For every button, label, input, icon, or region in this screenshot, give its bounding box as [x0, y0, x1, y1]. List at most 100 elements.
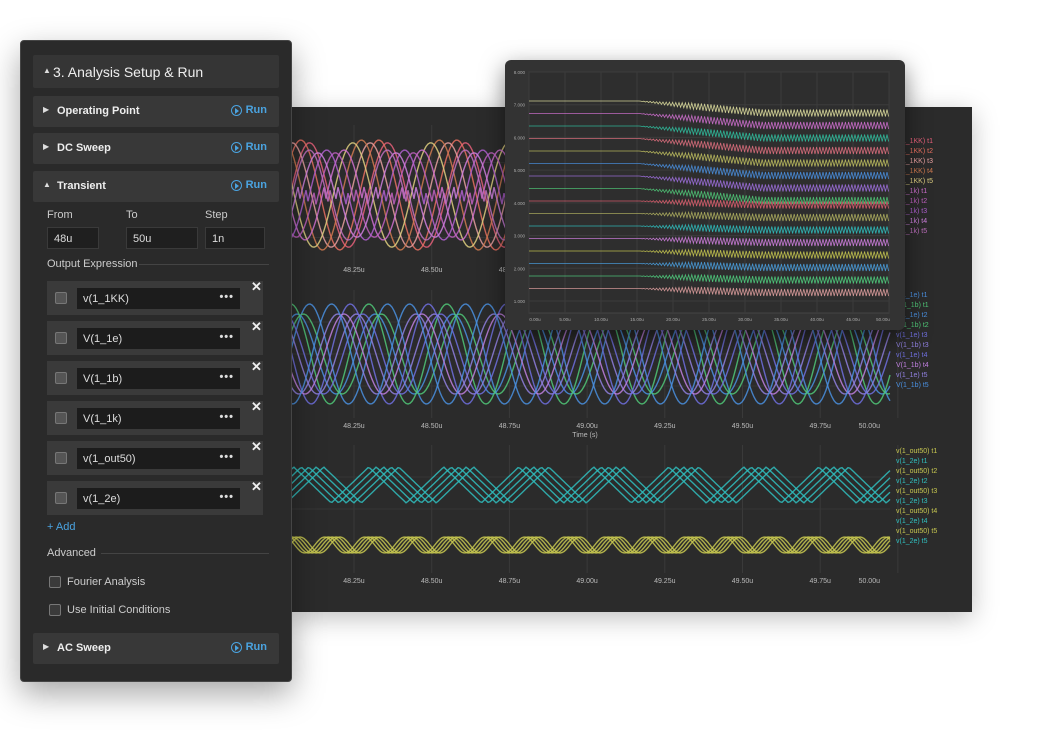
x-tick-label: 48.25u — [343, 578, 365, 585]
y-tick-label: 3.000 — [514, 234, 526, 239]
legend-entry: v(1_1k) t3 — [896, 208, 927, 215]
x-tick-label: 49.25u — [654, 578, 676, 585]
caret: ▶ — [43, 142, 50, 151]
waveform — [529, 125, 889, 142]
inset-plot: 8.000 7.000 6.000 5.000 4.000 3.000 2.000 1.000… — [505, 60, 905, 330]
expression-input[interactable]: v(1_2e) ••• — [76, 487, 241, 510]
remove-button[interactable]: ✕ — [251, 359, 262, 374]
divider — [139, 264, 269, 265]
field-input[interactable]: 1n — [205, 227, 265, 249]
checkbox[interactable] — [55, 372, 67, 384]
section-bar[interactable]: ▶ AC Sweep Run — [33, 633, 279, 664]
menu-dots[interactable]: ••• — [219, 371, 234, 383]
menu-dots[interactable]: ••• — [219, 411, 234, 423]
field-input[interactable]: 50u — [126, 227, 198, 249]
field-label: Step — [205, 209, 228, 221]
analysis-panel: ▲ 3. Analysis Setup & Run ▶ Operating Poi… — [20, 40, 292, 682]
waveform — [289, 466, 891, 504]
remove-button[interactable]: ✕ — [251, 319, 262, 334]
checkbox[interactable] — [55, 332, 67, 344]
legend-entry: V(1_1b) t3 — [896, 342, 929, 349]
field-label: From — [47, 209, 73, 221]
option-label: Use Initial Conditions — [67, 604, 171, 616]
section-bar[interactable]: ▶ DC Sweep Run — [33, 133, 279, 164]
expression-row: v(1_2e) ••• — [47, 481, 263, 515]
x-axis-label: Time (s) — [572, 432, 597, 439]
waveform — [529, 100, 889, 117]
menu-dots[interactable]: ••• — [219, 291, 234, 303]
waveform — [289, 536, 891, 554]
checkbox[interactable] — [55, 452, 67, 464]
add-link[interactable]: + Add — [47, 521, 76, 533]
waveform — [289, 466, 891, 504]
expression-row: v(1_out50) ••• — [47, 441, 263, 475]
x-tick-label: 5.00u — [559, 317, 571, 322]
divider — [101, 553, 269, 554]
run-button[interactable]: Run — [230, 179, 267, 191]
run-button[interactable]: Run — [230, 104, 267, 116]
waveform — [289, 313, 891, 395]
checkbox[interactable] — [49, 604, 61, 616]
legend-entry: v(1_2e) t3 — [896, 498, 928, 505]
remove-button[interactable]: ✕ — [251, 399, 262, 414]
expression-input[interactable]: V(1_1e) ••• — [76, 327, 241, 350]
x-tick-label: 0.00u — [529, 317, 541, 322]
expression-input[interactable]: v(1_1KK) ••• — [76, 287, 241, 310]
run-icon — [230, 180, 242, 191]
waveform — [529, 138, 889, 155]
remove-button[interactable]: ✕ — [251, 439, 262, 454]
waveform — [289, 536, 891, 554]
waveform — [529, 175, 889, 192]
waveform — [289, 313, 891, 395]
checkbox[interactable] — [55, 492, 67, 504]
waveform — [529, 210, 889, 222]
legend-entry: v(1_1e) t4 — [896, 352, 928, 359]
x-tick-label: 25.00u — [702, 317, 716, 322]
field-input[interactable]: 48u — [47, 227, 99, 249]
legend-entry: v(1_out50) t1 — [896, 448, 937, 455]
expression-input[interactable]: v(1_out50) ••• — [76, 447, 241, 470]
checkbox[interactable] — [49, 576, 61, 588]
checkbox[interactable] — [55, 412, 67, 424]
waveform — [529, 163, 889, 180]
waveform — [529, 248, 889, 259]
section-bar[interactable]: ▲ Transient Run — [33, 171, 279, 202]
run-button[interactable]: Run — [230, 141, 267, 153]
checkbox[interactable] — [55, 292, 67, 304]
menu-dots[interactable]: ••• — [219, 451, 234, 463]
panel-title: 3. Analysis Setup & Run — [53, 64, 204, 80]
remove-button[interactable]: ✕ — [251, 479, 262, 494]
menu-dots[interactable]: ••• — [219, 331, 234, 343]
legend-entry: v(1_out50) t3 — [896, 488, 937, 495]
expression-row: V(1_1b) ••• — [47, 361, 263, 395]
x-tick-label: 20.00u — [666, 317, 680, 322]
x-tick-label: 50.00u — [876, 317, 890, 322]
x-tick-label: 48.25u — [343, 267, 365, 274]
legend-entry: V(1_1b) t1 — [896, 302, 929, 309]
caret: ▶ — [43, 105, 50, 114]
run-label: Run — [245, 104, 267, 116]
legend-entry: v(1_out50) t2 — [896, 468, 937, 475]
waveform — [289, 313, 891, 395]
legend-entry: V(1_1b) t2 — [896, 322, 929, 329]
section-bar[interactable]: ▶ Operating Point Run — [33, 96, 279, 127]
remove-button[interactable]: ✕ — [251, 279, 262, 294]
menu-dots[interactable]: ••• — [219, 491, 234, 503]
legend-entry: v(1_2e) t1 — [896, 458, 928, 465]
expression-input[interactable]: V(1_1b) ••• — [76, 367, 241, 390]
run-button[interactable]: Run — [230, 641, 267, 653]
expression-row: v(1_1KK) ••• — [47, 281, 263, 315]
x-tick-label: 48.50u — [421, 578, 443, 585]
waveform — [529, 273, 889, 284]
x-tick-label: 48.50u — [421, 423, 443, 430]
x-tick-label: 49.50u — [732, 423, 754, 430]
x-tick-label: 48.75u — [499, 423, 521, 430]
x-tick-label: 45.00u — [846, 317, 860, 322]
x-tick-label: 49.75u — [809, 578, 831, 585]
expression-input[interactable]: V(1_1k) ••• — [76, 407, 241, 430]
x-tick-label: 49.25u — [654, 423, 676, 430]
waveform — [289, 466, 891, 504]
legend-entry: v(1_1KK) t1 — [896, 138, 933, 145]
waveform — [529, 113, 889, 130]
